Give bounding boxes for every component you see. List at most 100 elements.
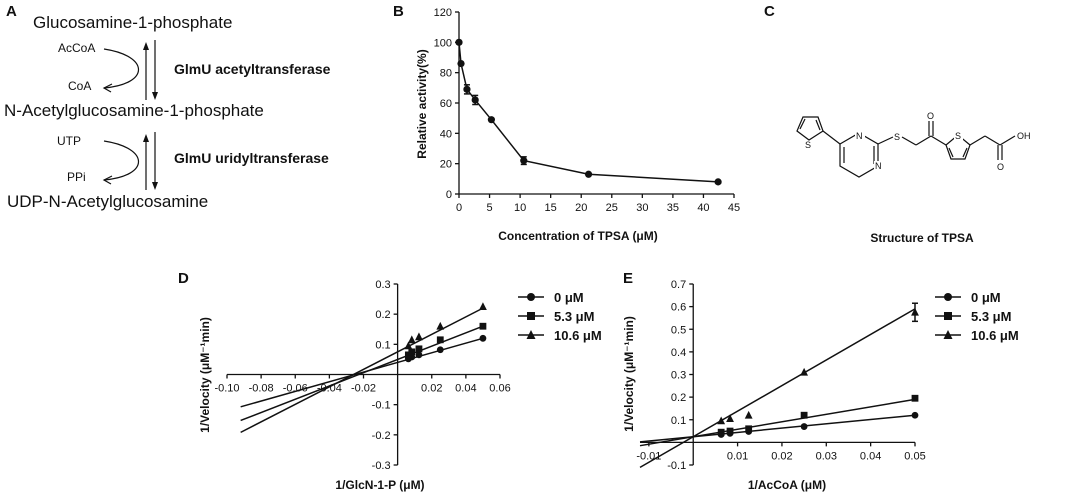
x-tick-label: 0.06 bbox=[489, 383, 510, 395]
y-tick-label: 120 bbox=[434, 7, 452, 19]
fit-line-2 bbox=[240, 307, 484, 434]
panel-b-axes: 0 5 10 15 20 25 30 35 40 45 0 20 40 60 80 100 120 bbox=[434, 7, 740, 214]
data-point-circle bbox=[415, 351, 423, 359]
panel-c-label: C bbox=[764, 3, 775, 20]
panel-b-x-axis-title: Concentration of TPSA (μM) bbox=[498, 229, 658, 243]
data-point-circle bbox=[800, 423, 808, 430]
panel-a: A Glucosamine-1-phosphate N-Acetylglucos… bbox=[4, 3, 331, 211]
reverse-arrowhead-1 bbox=[143, 42, 149, 50]
panel-b-y-axis-title: Relative activity(%) bbox=[415, 49, 429, 158]
y-tick-label: 40 bbox=[440, 128, 452, 140]
panel-d-x-axis-title: 1/GlcN-1-P (μM) bbox=[335, 478, 424, 492]
panel-c-caption: Structure of TPSA bbox=[870, 231, 974, 245]
legend-label: 5.3 μM bbox=[971, 309, 1011, 324]
y-tick-label: 0.2 bbox=[671, 392, 686, 404]
legend-label: 0 μM bbox=[554, 290, 584, 305]
data-point-square bbox=[479, 322, 487, 330]
panel-d-y-axis-title: 1/Velocity (μM⁻¹min) bbox=[198, 317, 212, 433]
thiophene-ring-1 bbox=[796, 116, 824, 141]
cofactor-utp: UTP bbox=[57, 134, 81, 148]
panel-e-label: E bbox=[623, 270, 633, 287]
atom-s-thiophene-2: S bbox=[955, 131, 961, 141]
x-tick-label: 30 bbox=[636, 202, 648, 214]
x-tick-label: -0.08 bbox=[249, 383, 274, 395]
data-series-line bbox=[458, 42, 719, 183]
data-point bbox=[520, 157, 528, 165]
data-point-circle bbox=[479, 334, 487, 342]
legend-marker-triangle bbox=[943, 330, 953, 339]
data-point bbox=[455, 38, 463, 46]
cofactor-curve-arrow-1 bbox=[103, 48, 139, 89]
y-tick-label: 0 bbox=[446, 189, 452, 201]
x-tick-label: 0.05 bbox=[904, 450, 925, 462]
compound-udp-n-acetylglucosamine: UDP-N-Acetylglucosamine bbox=[7, 192, 208, 211]
y-tick-label: 0.3 bbox=[671, 370, 686, 382]
compound-n-acetylglucosamine-1-phosphate: N-Acetylglucosamine-1-phosphate bbox=[4, 101, 264, 120]
atom-s-thiophene-1: S bbox=[805, 140, 811, 150]
x-tick-label: 0.02 bbox=[421, 383, 442, 395]
reverse-arrowhead-2 bbox=[143, 134, 149, 142]
data-point bbox=[584, 170, 593, 178]
legend-marker-triangle bbox=[526, 330, 536, 339]
data-point-square bbox=[404, 351, 412, 359]
data-point-square bbox=[436, 336, 444, 344]
y-tick-label: 100 bbox=[434, 37, 452, 49]
x-tick-label: 40 bbox=[697, 202, 709, 214]
x-tick-label: -0.06 bbox=[283, 383, 308, 395]
x-tick-label: -0.04 bbox=[317, 383, 342, 395]
panel-a-label: A bbox=[6, 3, 17, 20]
data-point-square bbox=[745, 425, 753, 433]
data-point-square bbox=[408, 348, 416, 356]
data-point-square bbox=[800, 411, 808, 419]
x-tick-label: 15 bbox=[545, 202, 557, 214]
y-tick-label: 80 bbox=[440, 68, 452, 80]
legend-label: 10.6 μM bbox=[554, 328, 602, 343]
data-point-triangle bbox=[800, 367, 809, 376]
data-point bbox=[457, 59, 465, 68]
data-point-triangle bbox=[407, 335, 416, 344]
panel-d-plot bbox=[240, 302, 487, 434]
y-tick-label: -0.1 bbox=[372, 400, 391, 412]
y-tick-label: 60 bbox=[440, 98, 452, 110]
atom-oh-acid: OH bbox=[1017, 131, 1031, 141]
y-tick-label: 0.6 bbox=[671, 302, 686, 314]
x-tick-label: -0.10 bbox=[214, 383, 239, 395]
legend-marker-circle bbox=[944, 293, 952, 301]
y-tick-label: -0.1 bbox=[667, 460, 686, 472]
data-point-square bbox=[911, 394, 919, 402]
y-tick-label: -0.3 bbox=[372, 460, 391, 472]
x-tick-label: 0 bbox=[456, 202, 462, 214]
legend-label: 5.3 μM bbox=[554, 309, 594, 324]
x-tick-label: 0.01 bbox=[727, 450, 748, 462]
panel-d-axes: -0.10 -0.08 -0.06 -0.04 -0.02 0.02 0.04 0.06 -0.… bbox=[214, 279, 510, 472]
y-tick-label: 0.5 bbox=[671, 324, 686, 336]
y-tick-label: 20 bbox=[440, 159, 452, 171]
x-tick-label: 20 bbox=[575, 202, 587, 214]
data-point-triangle bbox=[726, 414, 734, 423]
x-tick-label: 0.03 bbox=[816, 450, 837, 462]
legend-label: 10.6 μM bbox=[971, 328, 1019, 343]
panel-d-chart: D -0.10 -0.08 -0.06 -0.04 -0.02 0.02 0.04 0.06-… bbox=[178, 270, 602, 492]
curve-arrowhead-1 bbox=[102, 83, 113, 93]
data-point-triangle bbox=[744, 410, 753, 419]
data-point-triangle bbox=[717, 416, 726, 425]
data-point-triangle bbox=[436, 321, 445, 330]
data-point bbox=[487, 116, 495, 124]
forward-arrowhead-1 bbox=[152, 92, 158, 100]
fit-line-1 bbox=[639, 398, 916, 447]
data-point-triangle bbox=[415, 332, 423, 341]
atom-n-top: N bbox=[856, 131, 863, 141]
tpsa-structure: S N N S O S bbox=[796, 111, 1031, 178]
enzyme-glmu-uridyltransferase: GlmU uridyltransferase bbox=[174, 150, 329, 166]
panel-b-label: B bbox=[393, 3, 404, 20]
legend-label: 0 μM bbox=[971, 290, 1001, 305]
x-tick-label: 0.02 bbox=[771, 450, 792, 462]
forward-arrowhead-2 bbox=[152, 182, 158, 190]
x-tick-label: 10 bbox=[514, 202, 526, 214]
curve-arrowhead-2 bbox=[102, 175, 113, 185]
panel-d-label: D bbox=[178, 270, 189, 287]
y-tick-label: 0.1 bbox=[671, 415, 686, 427]
atom-n-bottom: N bbox=[875, 161, 882, 171]
x-tick-label: -0.02 bbox=[351, 383, 376, 395]
